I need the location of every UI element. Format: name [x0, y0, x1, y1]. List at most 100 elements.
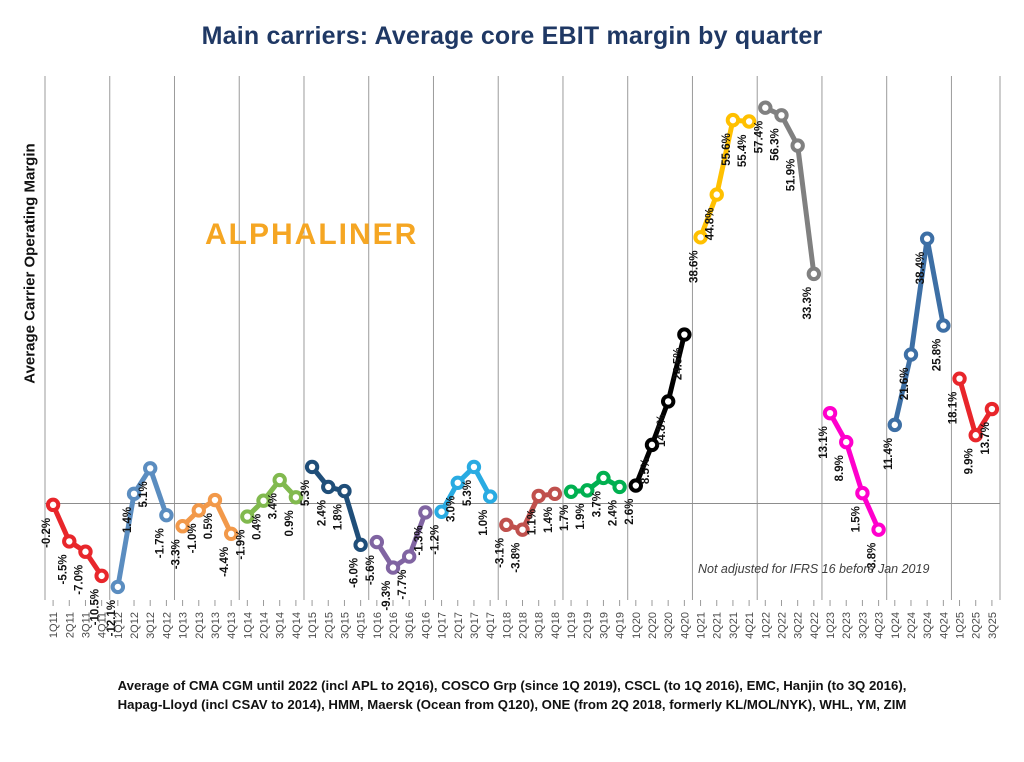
data-label: -3.1%: [494, 538, 506, 568]
x-axis-tick-label: 3Q23: [857, 612, 869, 639]
data-point: [774, 108, 789, 123]
data-label: 3.4%: [268, 493, 280, 519]
x-axis-tick-label: 1Q24: [890, 612, 902, 639]
data-point: [644, 437, 660, 453]
x-axis-tick-label: 4Q24: [938, 612, 950, 639]
data-label: 0.5%: [203, 513, 215, 539]
series-line-2018: [503, 491, 558, 533]
data-point: [256, 493, 271, 508]
data-point: [839, 434, 854, 450]
x-axis-tick-label: 1Q20: [631, 612, 643, 639]
x-axis-tick-label: 3Q11: [80, 612, 92, 638]
x-axis-tick-label: 3Q15: [339, 612, 351, 639]
x-axis-tick-label: 2Q19: [582, 612, 594, 639]
data-point: [790, 138, 805, 153]
data-point: [596, 470, 611, 486]
x-axis-tick-label: 1Q14: [242, 612, 254, 639]
x-axis-tick-label: 1Q25: [955, 612, 967, 639]
data-point: [62, 534, 77, 549]
x-axis-tick-label: 4Q23: [874, 612, 886, 639]
footnote: Average of CMA CGM until 2022 (incl APL …: [0, 676, 1024, 714]
x-axis-tick-label: 3Q18: [534, 612, 546, 639]
data-point: [515, 522, 530, 537]
data-label: 55.6%: [721, 133, 733, 166]
x-axis-tick-label: 4Q19: [615, 612, 627, 639]
data-point: [709, 187, 724, 202]
data-label: 2.6%: [624, 499, 636, 525]
data-label: 5.1%: [138, 481, 150, 507]
data-label: -0.2%: [41, 518, 53, 548]
data-point: [337, 483, 352, 499]
data-point: [207, 492, 223, 508]
data-label: 14.8%: [656, 414, 668, 447]
x-axis-tick-label: 4Q15: [356, 612, 368, 639]
data-point: [677, 327, 692, 342]
series-line-2019: [568, 475, 623, 495]
data-label: -10.5%: [90, 589, 102, 625]
data-point: [531, 488, 546, 504]
data-point: [353, 537, 368, 553]
data-point: [580, 483, 595, 498]
x-axis-tick-label: 3Q21: [728, 612, 740, 639]
data-label: -1.2%: [430, 525, 442, 555]
data-label: 1.4%: [122, 507, 134, 533]
x-axis-tick-label: 2Q11: [64, 612, 76, 638]
page-title: Main carriers: Average core EBIT margin …: [201, 22, 823, 50]
series-line-2020: [633, 332, 687, 489]
data-point: [968, 428, 983, 443]
x-axis-tick-label: 2Q25: [971, 612, 983, 639]
data-label: -1.9%: [235, 530, 247, 560]
data-label: 1.0%: [478, 510, 490, 536]
data-point: [450, 475, 465, 490]
x-axis-tick-label: 3Q12: [145, 612, 157, 639]
data-point: [563, 484, 579, 499]
data-label: 1.4%: [543, 507, 555, 533]
data-label: 0.9%: [284, 510, 296, 536]
data-point: [401, 549, 417, 564]
data-label: -12.1%: [106, 600, 118, 636]
data-label: 9.9%: [964, 448, 976, 474]
x-axis-tick-label: 3Q22: [793, 612, 805, 639]
data-label: 5.3%: [300, 480, 312, 506]
data-point: [288, 490, 304, 505]
data-point: [110, 579, 126, 595]
series-line-2021: [698, 117, 752, 240]
data-label: 33.3%: [802, 287, 814, 320]
x-axis-tick-label: 2Q16: [388, 612, 400, 639]
data-label: 1.9%: [575, 503, 587, 529]
data-point: [45, 497, 61, 513]
x-axis-tick-label: 3Q13: [210, 612, 222, 639]
data-label: -9.3%: [381, 581, 393, 611]
data-label: 0.4%: [252, 514, 264, 540]
x-axis-tick-label: 3Q14: [275, 612, 287, 639]
data-point: [628, 478, 644, 493]
x-axis-tick-label: 4Q18: [550, 612, 562, 639]
data-label: -1.7%: [154, 528, 166, 558]
x-axis-tick-label: 1Q21: [696, 612, 708, 639]
series-line-2013: [180, 497, 234, 537]
data-point: [919, 231, 935, 246]
data-point: [126, 486, 142, 502]
data-label: 1.5%: [850, 506, 862, 532]
data-point: [369, 534, 385, 550]
data-label: -6.0%: [349, 558, 361, 588]
data-point: [434, 504, 449, 519]
x-axis-tick-label: 2Q17: [453, 612, 465, 639]
x-axis-tick-label: 2Q18: [518, 612, 530, 639]
x-axis-tick-label: 2Q14: [259, 612, 271, 639]
data-label: 44.8%: [705, 208, 717, 241]
x-axis-tick-label: 4Q21: [744, 612, 756, 639]
data-point: [143, 461, 158, 476]
data-point: [159, 507, 174, 523]
data-point: [240, 509, 255, 524]
x-axis-tick-label: 1Q18: [501, 612, 513, 639]
x-axis-tick-label: 4Q14: [291, 612, 303, 639]
data-label: 1.1%: [527, 509, 539, 535]
x-axis-tick-label: 2Q24: [906, 612, 918, 639]
data-label: -3.3%: [171, 539, 183, 569]
data-label: 13.1%: [818, 426, 830, 459]
data-label: 2.4%: [316, 500, 328, 526]
x-axis-tick-label: 4Q12: [161, 612, 173, 639]
